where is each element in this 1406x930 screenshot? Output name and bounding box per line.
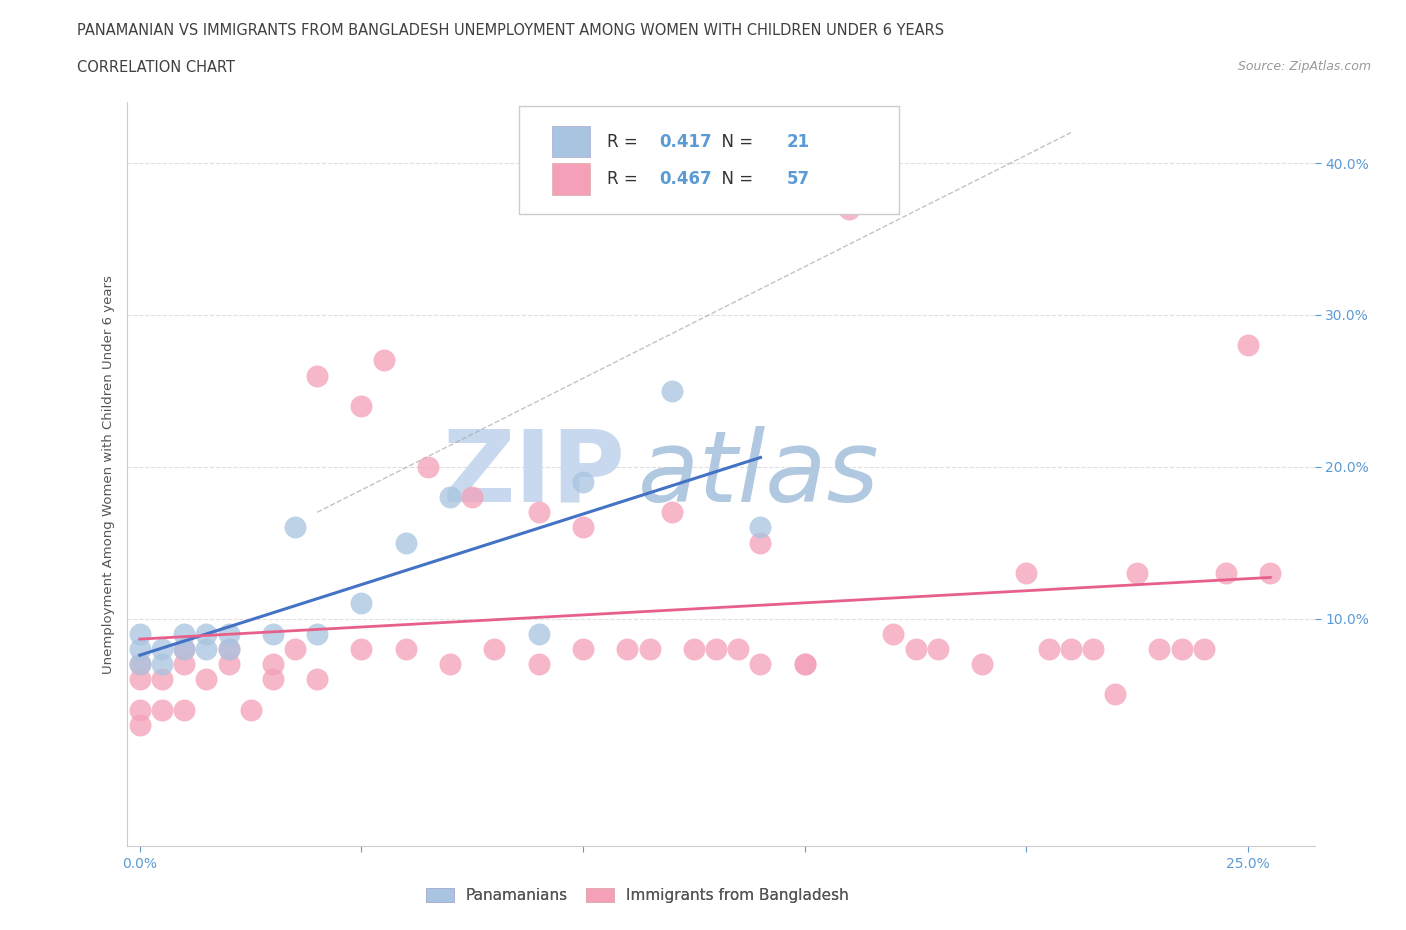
Point: [350, 642, 373, 657]
Point: [838, 201, 860, 216]
Point: [882, 626, 904, 641]
Point: [1060, 642, 1083, 657]
Y-axis label: Unemployment Among Women with Children Under 6 years: Unemployment Among Women with Children U…: [103, 275, 115, 673]
Point: [793, 657, 815, 671]
FancyBboxPatch shape: [519, 106, 898, 214]
Point: [927, 642, 949, 657]
Point: [1149, 642, 1171, 657]
Point: [128, 657, 150, 671]
Text: PANAMANIAN VS IMMIGRANTS FROM BANGLADESH UNEMPLOYMENT AMONG WOMEN WITH CHILDREN : PANAMANIAN VS IMMIGRANTS FROM BANGLADESH…: [77, 23, 945, 38]
Point: [638, 642, 661, 657]
Text: 57: 57: [787, 170, 810, 188]
Point: [262, 626, 284, 641]
Point: [350, 399, 373, 414]
Point: [262, 657, 284, 671]
Point: [749, 520, 772, 535]
Text: CORRELATION CHART: CORRELATION CHART: [77, 60, 235, 75]
Text: ZIP: ZIP: [443, 426, 626, 523]
Point: [1170, 642, 1192, 657]
Point: [416, 459, 439, 474]
Point: [727, 642, 749, 657]
Point: [661, 505, 683, 520]
Point: [1258, 565, 1281, 580]
Text: N =: N =: [711, 133, 758, 151]
Point: [484, 642, 506, 657]
Point: [972, 657, 994, 671]
Point: [350, 596, 373, 611]
FancyBboxPatch shape: [553, 164, 591, 194]
Point: [173, 626, 195, 641]
Legend: Panamanians, Immigrants from Bangladesh: Panamanians, Immigrants from Bangladesh: [420, 882, 855, 910]
Point: [683, 642, 706, 657]
FancyBboxPatch shape: [553, 126, 591, 157]
Point: [1038, 642, 1060, 657]
Point: [793, 657, 815, 671]
Point: [307, 671, 329, 686]
Point: [218, 626, 240, 641]
Point: [1104, 687, 1126, 702]
Text: Source: ZipAtlas.com: Source: ZipAtlas.com: [1237, 60, 1371, 73]
Point: [439, 489, 461, 504]
Point: [395, 535, 418, 550]
Point: [1192, 642, 1215, 657]
Point: [461, 489, 484, 504]
Point: [150, 657, 173, 671]
Point: [527, 626, 550, 641]
Point: [307, 368, 329, 383]
Point: [195, 671, 218, 686]
Point: [128, 717, 150, 732]
Point: [1015, 565, 1038, 580]
Point: [307, 626, 329, 641]
Point: [527, 657, 550, 671]
Point: [1215, 565, 1237, 580]
Point: [572, 474, 595, 489]
Point: [395, 642, 418, 657]
Point: [173, 702, 195, 717]
Point: [661, 383, 683, 398]
Point: [195, 642, 218, 657]
Point: [616, 642, 638, 657]
Point: [1081, 642, 1104, 657]
Point: [704, 642, 727, 657]
Point: [284, 642, 307, 657]
Point: [749, 657, 772, 671]
Point: [218, 642, 240, 657]
Point: [239, 702, 262, 717]
Point: [572, 520, 595, 535]
Point: [904, 642, 927, 657]
Point: [150, 671, 173, 686]
Point: [218, 642, 240, 657]
Text: 21: 21: [787, 133, 810, 151]
Point: [527, 505, 550, 520]
Point: [128, 671, 150, 686]
Point: [150, 642, 173, 657]
Text: 0.417: 0.417: [659, 133, 711, 151]
Text: R =: R =: [606, 170, 643, 188]
Text: atlas: atlas: [637, 426, 879, 523]
Point: [218, 657, 240, 671]
Text: N =: N =: [711, 170, 758, 188]
Point: [128, 657, 150, 671]
Point: [128, 642, 150, 657]
Point: [572, 642, 595, 657]
Text: R =: R =: [606, 133, 643, 151]
Point: [373, 353, 395, 368]
Point: [439, 657, 461, 671]
Point: [150, 702, 173, 717]
Point: [173, 657, 195, 671]
Point: [128, 626, 150, 641]
Point: [1237, 338, 1260, 352]
Point: [173, 642, 195, 657]
Point: [195, 626, 218, 641]
Point: [128, 702, 150, 717]
Point: [284, 520, 307, 535]
Point: [1126, 565, 1149, 580]
Point: [262, 671, 284, 686]
Point: [173, 642, 195, 657]
Text: 0.467: 0.467: [659, 170, 711, 188]
Point: [749, 535, 772, 550]
